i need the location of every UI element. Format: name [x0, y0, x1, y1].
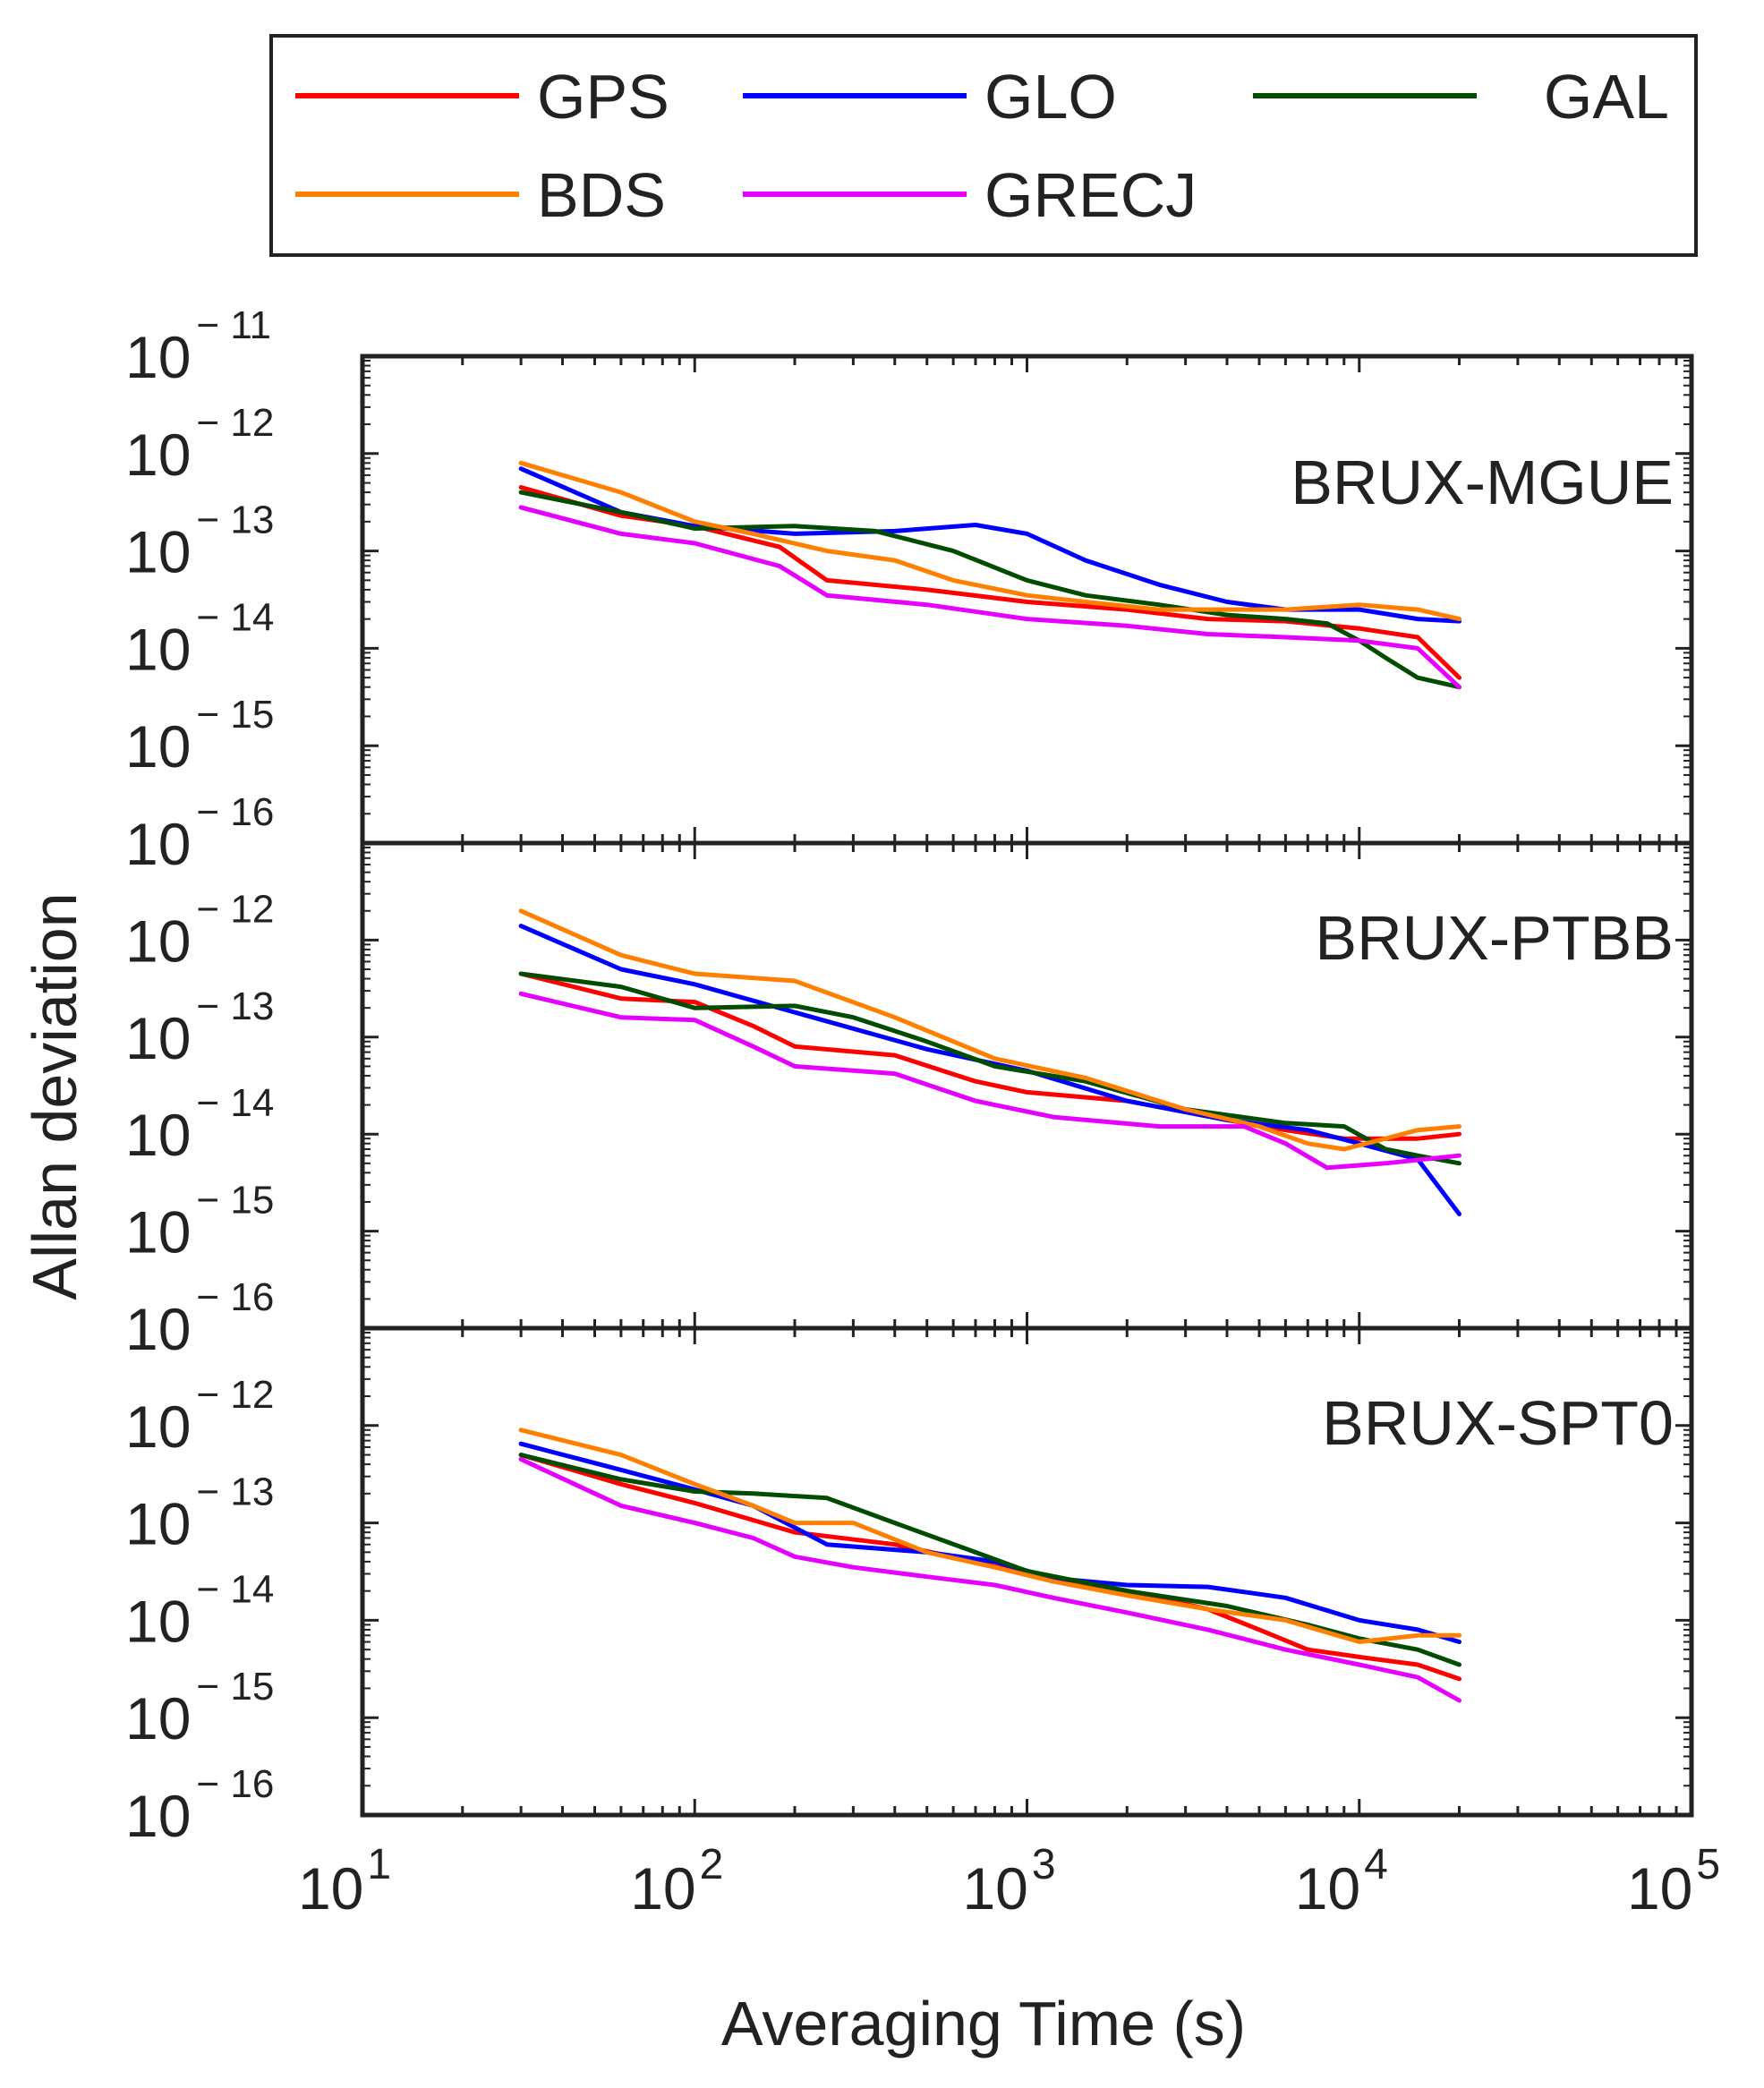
series-line-glo-panel-3: [518, 1441, 1461, 1644]
y-tick-label: 10− 15: [125, 693, 274, 780]
series-line-gal-panel-1: [518, 490, 1461, 690]
y-tick-label: 10− 16: [125, 1762, 274, 1849]
panel-2: 10− 12 10− 13 10− 14 10− 15 10− 16 BRUX-PTBB: [125, 840, 1694, 1362]
y-tick-label: 10− 11: [125, 303, 271, 390]
y-tick-label: 10− 15: [125, 1665, 274, 1751]
x-axis-label: Averaging Time (s): [721, 1989, 1246, 2058]
legend: GPS GLO GAL BDS GRECJ: [269, 34, 1698, 257]
panel-title: BRUX-SPT0: [1322, 1388, 1674, 1458]
y-tick-label: 10− 16: [125, 790, 274, 877]
y-tick-label: 10− 14: [125, 1081, 274, 1168]
x-axis-ticks: 101 102 103 104 105: [298, 1841, 1720, 1922]
series-line-bds-panel-1: [518, 460, 1461, 622]
y-tick-label: 10− 15: [125, 1179, 274, 1266]
y-axis-label: Allan deviation: [20, 892, 89, 1300]
panel-title: BRUX-MGUE: [1291, 447, 1674, 517]
y-tick-label: 10− 16: [125, 1275, 274, 1362]
legend-label-gal: GAL: [1544, 62, 1669, 132]
y-tick-label: 10− 12: [125, 1373, 274, 1460]
series-line-glo-panel-2: [518, 924, 1461, 1216]
series-line-grecj-panel-2: [518, 991, 1461, 1171]
series-line-gal-panel-3: [518, 1453, 1461, 1667]
legend-label-gps: GPS: [537, 62, 669, 132]
panels: 10− 11 10− 12 10− 13 10− 14 10− 15 10− 16 BRUX…: [125, 303, 1694, 1849]
series-line-grecj-panel-3: [518, 1457, 1461, 1703]
panel-1: 10− 11 10− 12 10− 13 10− 14 10− 15 10− 16 BRUX…: [125, 303, 1694, 877]
x-tick-label: 104: [1295, 1841, 1388, 1922]
y-tick-label: 10− 12: [125, 401, 274, 488]
series-line-grecj-panel-1: [518, 505, 1461, 690]
y-tick-label: 10− 13: [125, 984, 274, 1071]
series-line-gal-panel-2: [518, 971, 1461, 1166]
x-tick-label: 101: [298, 1841, 391, 1922]
panel-title: BRUX-PTBB: [1315, 903, 1674, 973]
legend-label-glo: GLO: [984, 62, 1117, 132]
series-line-bds-panel-2: [518, 908, 1461, 1152]
x-tick-label: 105: [1627, 1841, 1720, 1922]
y-tick-label: 10− 14: [125, 1567, 274, 1654]
x-tick-label: 103: [962, 1841, 1055, 1922]
panel-3: 10− 12 10− 13 10− 14 10− 15 10− 16 BRUX-SPT0: [125, 1325, 1694, 1849]
legend-box: [269, 34, 1698, 257]
y-tick-label: 10− 12: [125, 887, 274, 974]
y-tick-label: 10− 13: [125, 1470, 274, 1557]
series-line-bds-panel-3: [518, 1428, 1461, 1644]
legend-label-bds: BDS: [537, 160, 666, 230]
legend-label-grecj: GRECJ: [984, 160, 1197, 230]
y-tick-label: 10− 14: [125, 595, 274, 682]
x-tick-label: 102: [630, 1841, 723, 1922]
y-tick-label: 10− 13: [125, 499, 274, 585]
